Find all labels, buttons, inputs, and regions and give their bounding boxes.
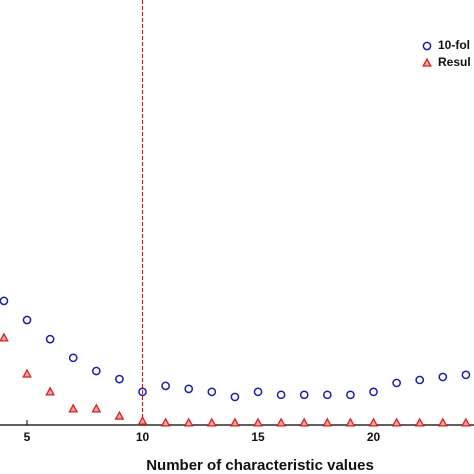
circle-marker	[68, 353, 78, 363]
circle-marker	[422, 41, 432, 51]
triangle-marker	[345, 417, 356, 427]
triangle-marker	[322, 417, 333, 427]
triangle-marker	[68, 403, 79, 413]
circle-marker	[392, 378, 401, 388]
circle-marker	[115, 374, 124, 384]
circle-marker	[161, 381, 170, 391]
circle-marker	[461, 370, 471, 380]
triangle-marker	[253, 417, 263, 427]
circle-marker	[276, 390, 286, 400]
triangle-marker	[22, 368, 32, 378]
triangle-marker	[160, 417, 171, 427]
triangle-marker	[299, 417, 310, 427]
triangle-marker	[422, 57, 432, 67]
circle-marker	[22, 315, 32, 325]
circle-marker	[322, 390, 332, 400]
triangle-marker	[45, 386, 56, 396]
circle-marker	[299, 390, 309, 400]
circle-marker	[91, 366, 101, 376]
triangle-marker	[391, 417, 402, 427]
triangle-marker	[183, 417, 194, 427]
circle-marker	[138, 387, 147, 397]
x-tick-label: 10	[136, 430, 150, 444]
circle-marker	[184, 384, 194, 394]
circle-marker	[415, 375, 425, 385]
circle-marker	[45, 334, 55, 344]
triangle-marker	[414, 417, 425, 427]
triangle-marker	[437, 417, 448, 427]
triangle-marker	[91, 403, 102, 413]
triangle-marker	[114, 410, 125, 420]
circle-marker	[253, 387, 263, 397]
circle-marker	[0, 296, 9, 306]
triangle-marker	[137, 415, 148, 425]
legend-label: Resul	[438, 55, 471, 69]
triangle-marker	[368, 417, 379, 427]
triangle-marker	[206, 417, 217, 427]
circle-marker	[438, 372, 448, 382]
x-axis-label: Number of characteristic values	[146, 457, 374, 474]
circle-marker	[230, 392, 240, 402]
legend-label: 10-fol	[438, 38, 470, 52]
triangle-marker	[461, 417, 471, 427]
triangle-marker	[230, 417, 240, 427]
triangle-marker	[276, 417, 287, 427]
triangle-marker	[0, 332, 9, 342]
circle-marker	[369, 387, 378, 397]
circle-marker	[207, 387, 217, 397]
x-tick-label: 5	[24, 430, 31, 444]
x-tick-label: 15	[251, 430, 265, 444]
circle-marker	[346, 390, 355, 400]
x-tick-label: 20	[367, 430, 381, 444]
